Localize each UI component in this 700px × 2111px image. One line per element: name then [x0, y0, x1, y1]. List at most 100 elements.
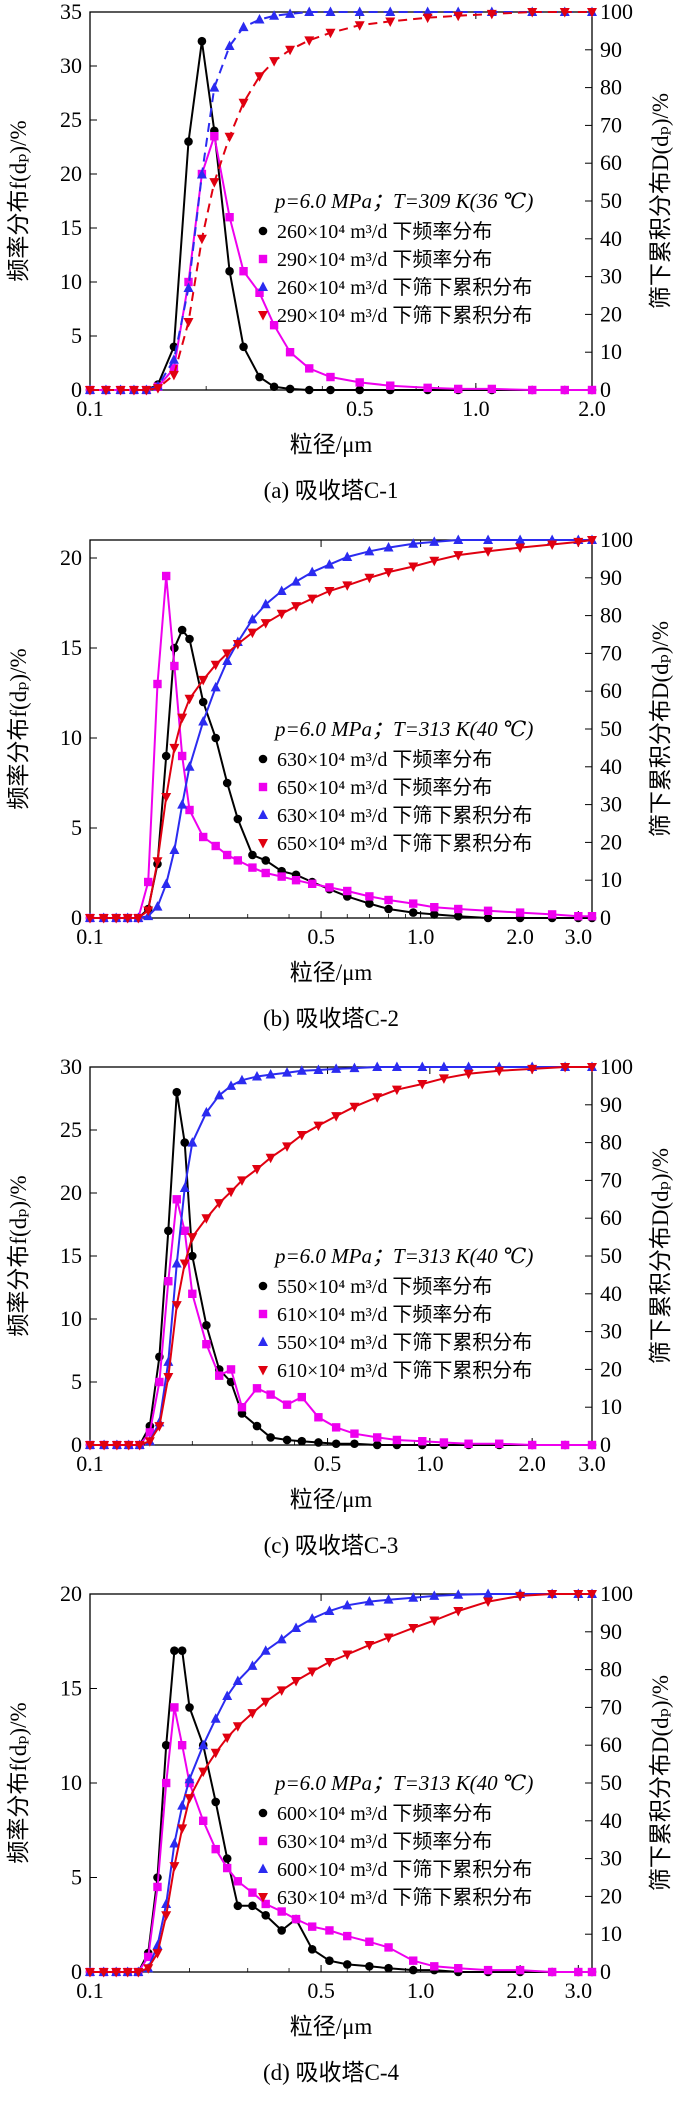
series-4-point — [232, 1722, 243, 1732]
series-1-point — [198, 697, 208, 707]
legend-entry: 650×10⁴ m³/d 下筛下累积分布 — [277, 832, 532, 855]
legend-marker — [258, 1863, 268, 1873]
series-2-point — [527, 1440, 537, 1450]
series-3-point — [354, 6, 365, 16]
x-tick-label: 0.1 — [76, 924, 104, 949]
series-3-point — [383, 542, 394, 552]
series-2-point — [237, 1403, 247, 1412]
y-right-tick-label: 40 — [600, 226, 622, 251]
series-4-point — [183, 317, 194, 328]
series-2-point — [153, 1882, 162, 1892]
series-2-point — [430, 903, 439, 912]
y-left-tick-label: 20 — [60, 545, 82, 570]
series-3-point — [453, 534, 464, 544]
y-right-tick-label: 100 — [600, 1054, 633, 1079]
y-right-tick-label: 100 — [600, 527, 633, 552]
series-1-point — [185, 1703, 194, 1712]
series-4-point — [385, 17, 396, 27]
series-2-point — [233, 1877, 243, 1886]
series-1-point — [252, 1421, 262, 1431]
series-1-point — [261, 1911, 270, 1920]
y-left-tick-label: 5 — [71, 1865, 82, 1890]
series-1-point — [285, 384, 295, 394]
series-2-point — [314, 1413, 323, 1422]
legend-entry: 550×10⁴ m³/d 下频率分布 — [277, 1275, 492, 1298]
series-4-point — [349, 1102, 360, 1113]
series-2-point — [560, 1440, 570, 1450]
series-4-point — [133, 1968, 144, 1978]
series-3-point — [331, 1063, 342, 1073]
series-2-point — [587, 1440, 597, 1450]
series-2-point — [483, 1965, 493, 1975]
legend-entry: 260×10⁴ m³/d 下筛下累积分布 — [277, 276, 532, 299]
series-3-point — [304, 6, 315, 16]
y-right-tick-label: 50 — [600, 1770, 622, 1795]
series-3-point — [184, 761, 195, 771]
series-4-point — [291, 602, 302, 612]
legend-marker — [258, 809, 268, 819]
x-tick-label: 2.0 — [506, 1978, 534, 2003]
series-3-point — [372, 1061, 383, 1071]
series-4-point — [291, 1676, 302, 1687]
series-1-point — [282, 1435, 292, 1445]
series-4-point — [238, 98, 249, 109]
y-left-tick-label: 35 — [60, 0, 82, 24]
legend-title: p=6.0 MPa；T=313 K(40 ℃) — [273, 1771, 533, 1795]
chart-panel-4: 0.1 0.5 1.0 2.0 3.0 0 5 10 15 20 0 10 20 30 40 50 60 70 80… — [6, 1581, 673, 2085]
series-2-point — [454, 1964, 463, 1973]
y-right-tick-label: 70 — [600, 1694, 622, 1719]
series-2-point — [483, 906, 493, 915]
series-3-point — [276, 1633, 287, 1644]
series-1-point — [255, 372, 264, 382]
x-tick-label: 0.1 — [76, 1978, 104, 2003]
series-4-point — [144, 1437, 155, 1447]
series-2-point — [164, 1277, 173, 1286]
legend-entry: 630×10⁴ m³/d 下筛下累积分布 — [277, 1886, 532, 1909]
series-2-point — [386, 381, 395, 390]
y-right-tick-label: 90 — [600, 37, 622, 62]
series-1-point — [384, 1963, 393, 1973]
series-4-point — [111, 1441, 122, 1451]
series-2-point — [170, 661, 179, 671]
series-2-point — [215, 1371, 224, 1380]
series-4-point — [331, 1112, 342, 1122]
panel-caption: (a) 吸收塔C-1 — [264, 478, 399, 503]
series-2-point — [331, 1423, 341, 1432]
y-left-axis-label: 频率分布f(dₚ)/% — [6, 648, 31, 809]
y-right-tick-label: 80 — [600, 1657, 622, 1682]
series-2-point — [325, 1926, 334, 1935]
y-right-tick-label: 0 — [600, 1959, 611, 1984]
series-2-point — [277, 1907, 286, 1916]
series-3-point — [254, 14, 265, 24]
series-3-point — [391, 1061, 402, 1071]
x-tick-label: 3.0 — [578, 1451, 606, 1476]
series-3-point — [269, 10, 280, 20]
series-4-point — [547, 540, 558, 551]
series-2-point — [177, 751, 187, 761]
series-4-point — [152, 1949, 163, 1959]
series-2-point — [574, 912, 583, 921]
series-2-point — [145, 1428, 155, 1437]
series-3-point — [224, 40, 235, 51]
series-4-point — [133, 914, 144, 924]
series-1-point — [233, 814, 243, 824]
series-4-point — [152, 857, 163, 867]
y-right-tick-label: 10 — [600, 339, 622, 364]
y-left-tick-label: 15 — [60, 635, 82, 660]
series-3-point — [417, 1061, 428, 1071]
series-1-point — [239, 342, 248, 352]
series-3-point — [196, 169, 207, 179]
series-3-point — [169, 844, 180, 854]
series-2-point — [430, 1962, 439, 1971]
x-tick-label: 1.0 — [416, 1451, 444, 1476]
series-3-point — [422, 6, 433, 16]
series-4-point — [408, 562, 419, 572]
y-right-tick-label: 20 — [600, 1356, 622, 1381]
series-4-point — [98, 914, 109, 924]
y-left-axis-label: 频率分布f(dₚ)/% — [6, 1175, 31, 1336]
series-4-point — [201, 1214, 212, 1224]
y-right-tick-label: 50 — [600, 1243, 622, 1268]
series-2-point — [325, 883, 334, 892]
series-1-point — [331, 1439, 341, 1449]
y-left-tick-label: 20 — [60, 1180, 82, 1205]
